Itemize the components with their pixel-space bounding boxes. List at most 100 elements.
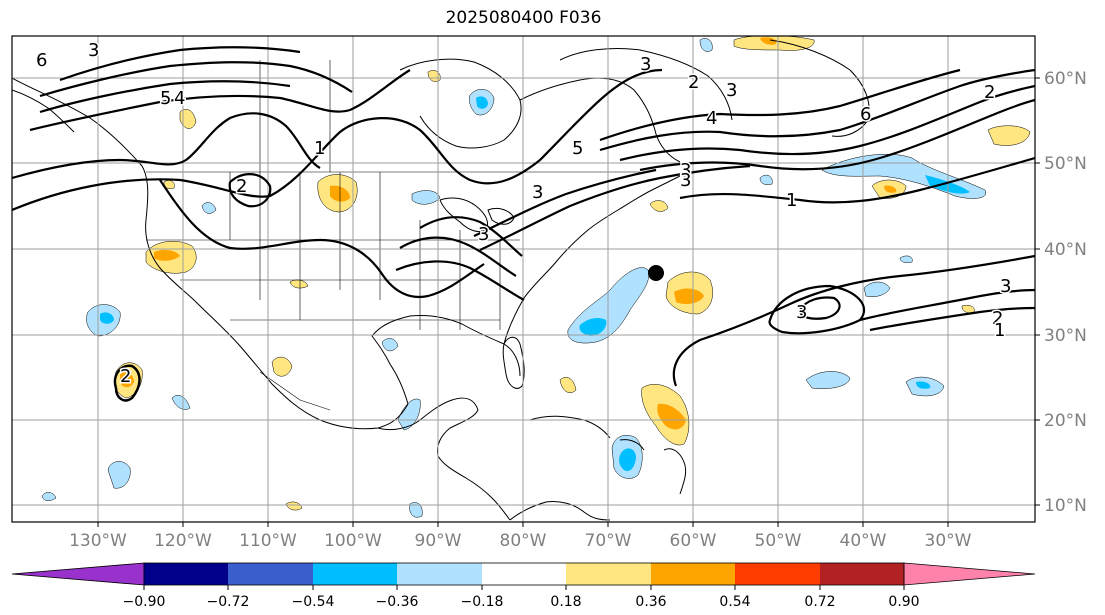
contour-label: 5 <box>160 88 171 109</box>
shade-warm <box>657 403 686 430</box>
contour-label: 1 <box>786 190 797 211</box>
lon-label: 40°W <box>840 531 887 551</box>
shade-warm <box>120 372 134 388</box>
colorbar-segment <box>144 563 228 585</box>
shade-cool <box>579 317 607 336</box>
shade-cool <box>100 312 114 324</box>
shade-cool <box>863 281 891 297</box>
shade-warm <box>760 37 777 45</box>
colorbar-segment <box>397 563 482 585</box>
contour-label: 3 <box>680 160 691 181</box>
colorbar-tick-label: −0.72 <box>207 594 250 610</box>
lon-label: 50°W <box>755 531 802 551</box>
colorbar-segment <box>735 563 820 585</box>
colorbar-extend-low <box>11 562 145 586</box>
contour-label: 3 <box>532 182 543 203</box>
contour-label: 3 <box>640 54 651 75</box>
colorbar-tick-label: 0.90 <box>888 594 919 610</box>
shade-cool <box>805 371 851 389</box>
contour-label: 5 <box>572 138 583 159</box>
lat-label: 20°N <box>1044 411 1087 431</box>
shade-cool <box>476 96 488 109</box>
contour-label: 1 <box>994 320 1005 341</box>
lat-label: 40°N <box>1044 240 1087 260</box>
colorbar-tick-label: 0.18 <box>550 594 581 610</box>
shade-warm <box>285 501 303 511</box>
contour-label: 2 <box>984 82 995 103</box>
lon-labels: 130°W 120°W 110°W 100°W 90°W 80°W 70°W 6… <box>69 531 972 551</box>
shading-layer <box>41 36 1031 518</box>
colorbar: −0.90 −0.72 −0.54 −0.36 −0.18 0.18 0.36 … <box>11 562 1036 610</box>
shade-cool <box>619 448 636 472</box>
contour-label: 1 <box>314 138 325 159</box>
shade-warm <box>884 185 897 193</box>
lon-label: 60°W <box>670 531 717 551</box>
colorbar-segment <box>482 563 566 585</box>
contour-label: 2 <box>992 308 1003 329</box>
lon-label: 90°W <box>415 531 462 551</box>
colorbar-segment <box>313 563 397 585</box>
lon-label: 130°W <box>69 531 127 551</box>
contour-label: 4 <box>706 108 717 129</box>
colorbar-segment <box>228 563 313 585</box>
storm-center-marker <box>648 265 664 281</box>
colorbar-tick-label: 0.72 <box>804 594 835 610</box>
shade-cool <box>411 190 441 205</box>
contour-label: 3 <box>478 224 489 245</box>
contour-label: 6 <box>36 50 47 71</box>
contour-label: 2 <box>120 366 131 387</box>
contour-label: 6 <box>860 104 871 125</box>
lat-ticks <box>1035 77 1040 506</box>
shade-cool <box>899 255 913 264</box>
shade-warm <box>674 288 704 304</box>
colorbar-tick-label: −0.54 <box>292 594 335 610</box>
colorbar-tick-label: 0.36 <box>635 594 666 610</box>
colorbar-tick-label: −0.90 <box>123 594 166 610</box>
colorbar-tick-label: 0.54 <box>719 594 750 610</box>
colorbar-segment <box>651 563 735 585</box>
contour-label: 3 <box>680 170 691 191</box>
shade-warm <box>649 200 669 212</box>
colorbar-tick-label: −0.36 <box>376 594 419 610</box>
lon-label: 100°W <box>324 531 382 551</box>
shade-cool <box>409 502 423 518</box>
map-title: 2025080400 F036 <box>445 8 602 28</box>
lat-labels: 60°N 50°N 40°N 30°N 20°N 10°N <box>1044 69 1087 516</box>
shade-cool <box>759 174 773 185</box>
contour-labels: 6 3 5 4 3 1 2 3 2 4 3 5 3 3 3 6 2 3 2 1 … <box>35 39 1013 389</box>
shade-cool <box>41 492 57 501</box>
lat-label: 10°N <box>1044 496 1087 516</box>
border-layer <box>146 60 640 411</box>
shade-cool <box>201 202 217 214</box>
lon-ticks <box>97 522 949 527</box>
lat-label: 60°N <box>1044 69 1087 89</box>
shade-cool <box>699 38 713 52</box>
contour-label: 2 <box>236 176 247 197</box>
colorbar-extend-high <box>903 562 1036 586</box>
lon-label: 30°W <box>925 531 972 551</box>
contour-layer <box>12 46 1035 402</box>
shade-cool <box>381 338 399 352</box>
lat-label: 50°N <box>1044 154 1087 174</box>
contour-label: 3 <box>726 80 737 101</box>
shade-cool <box>397 398 421 431</box>
shade-warm <box>987 125 1031 146</box>
shade-warm <box>559 377 577 393</box>
colorbar-tick-label: −0.18 <box>461 594 504 610</box>
lat-label: 30°N <box>1044 326 1087 346</box>
shade-cool <box>171 395 191 410</box>
contour-label: 4 <box>174 88 185 109</box>
contour-label: 2 <box>688 72 699 93</box>
colorbar-segment <box>820 563 904 585</box>
colorbar-segment <box>566 563 651 585</box>
coastline-layer <box>12 39 870 521</box>
colorbar-frame <box>143 562 905 586</box>
lon-label: 110°W <box>239 531 297 551</box>
contour-label: 3 <box>88 40 99 61</box>
shade-cool <box>107 461 131 489</box>
shade-cool <box>916 381 931 389</box>
lon-label: 70°W <box>585 531 632 551</box>
shade-warm <box>154 249 180 261</box>
contour-label: 3 <box>796 302 807 323</box>
